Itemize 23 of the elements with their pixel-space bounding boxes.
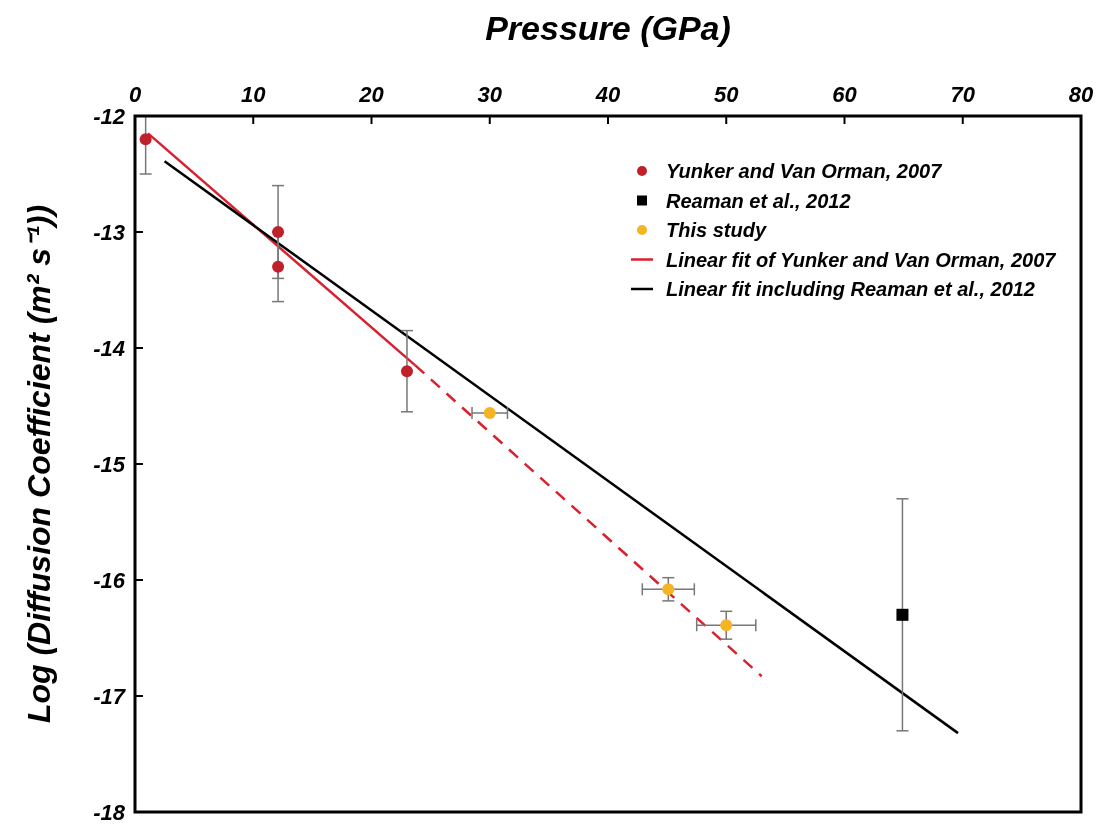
y-tick-label: -14 <box>93 336 125 361</box>
x-tick-label: 70 <box>950 82 976 107</box>
legend-label: This study <box>666 219 767 241</box>
y-tick-label: -13 <box>93 220 125 245</box>
x-tick-label: 80 <box>1068 82 1094 107</box>
x-tick-label: 40 <box>594 82 621 107</box>
y-axis-title: Log (Diffusion Coefficient (m² s⁻¹)) <box>21 204 57 724</box>
x-tick-label: 60 <box>832 82 858 107</box>
legend-label: Linear fit including Reaman et al., 2012 <box>666 278 1035 300</box>
y-tick-label: -17 <box>93 684 127 709</box>
y-tick-label: -18 <box>93 800 126 825</box>
y-tick-label: -12 <box>93 104 126 129</box>
x-tick-label: 0 <box>128 82 142 107</box>
y-tick-label: -15 <box>93 452 126 477</box>
x-tick-label: 10 <box>241 82 267 107</box>
x-tick-label: 30 <box>477 82 503 107</box>
x-axis-title: Pressure (GPa) <box>485 9 731 47</box>
y-tick-label: -16 <box>93 568 126 593</box>
x-tick-label: 50 <box>714 82 740 107</box>
x-tick-label: 20 <box>358 82 385 107</box>
legend-label: Reaman et al., 2012 <box>666 189 851 212</box>
legend-label: Linear fit of Yunker and Van Orman, 2007 <box>666 248 1057 271</box>
legend-label: Yunker and Van Orman, 2007 <box>666 160 943 182</box>
